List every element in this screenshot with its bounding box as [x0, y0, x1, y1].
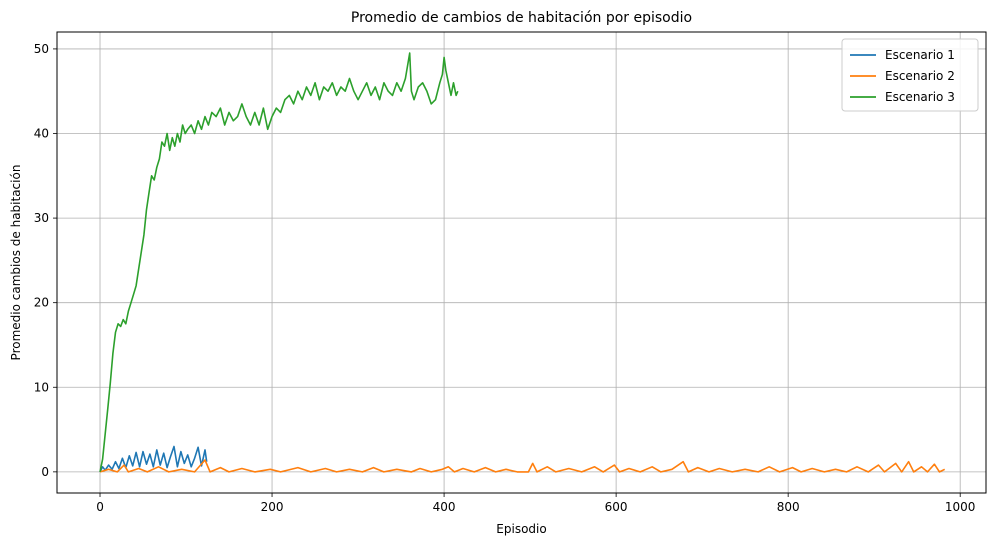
- plot-frame: [56, 31, 987, 494]
- x-tick-label: 400: [433, 500, 456, 514]
- y-tick-label: 50: [34, 42, 49, 56]
- y-tick-label: 40: [34, 127, 49, 141]
- y-axis-label: Promedio cambios de habitación: [9, 165, 23, 361]
- y-tick-label: 30: [34, 211, 49, 225]
- legend-label-escenario-2: Escenario 2: [885, 69, 955, 83]
- legend-label-escenario-3: Escenario 3: [885, 90, 955, 104]
- x-tick-label: 1000: [945, 500, 976, 514]
- x-tick-label: 800: [777, 500, 800, 514]
- grid: [57, 32, 986, 493]
- x-tick-label: 600: [605, 500, 628, 514]
- legend-label-escenario-1: Escenario 1: [885, 48, 955, 62]
- y-axis: 0 10 20 30 40 50: [34, 42, 57, 479]
- y-tick-label: 0: [41, 465, 49, 479]
- series-line-escenario-1: [99, 445, 208, 473]
- x-axis-label: Episodio: [496, 522, 546, 536]
- series-lines: [99, 52, 946, 473]
- series-line-escenario-3: [99, 52, 459, 473]
- x-axis: 0 200 400 600 800 1000: [96, 493, 975, 514]
- x-tick-label: 200: [261, 500, 284, 514]
- x-tick-label: 0: [96, 500, 104, 514]
- series-line-escenario-2: [99, 459, 946, 473]
- chart-title: Promedio de cambios de habitación por ep…: [351, 10, 692, 26]
- legend: Escenario 1 Escenario 2 Escenario 3: [841, 38, 979, 112]
- legend-box: [841, 38, 979, 112]
- y-tick-label: 20: [34, 296, 49, 310]
- y-tick-label: 10: [34, 380, 49, 394]
